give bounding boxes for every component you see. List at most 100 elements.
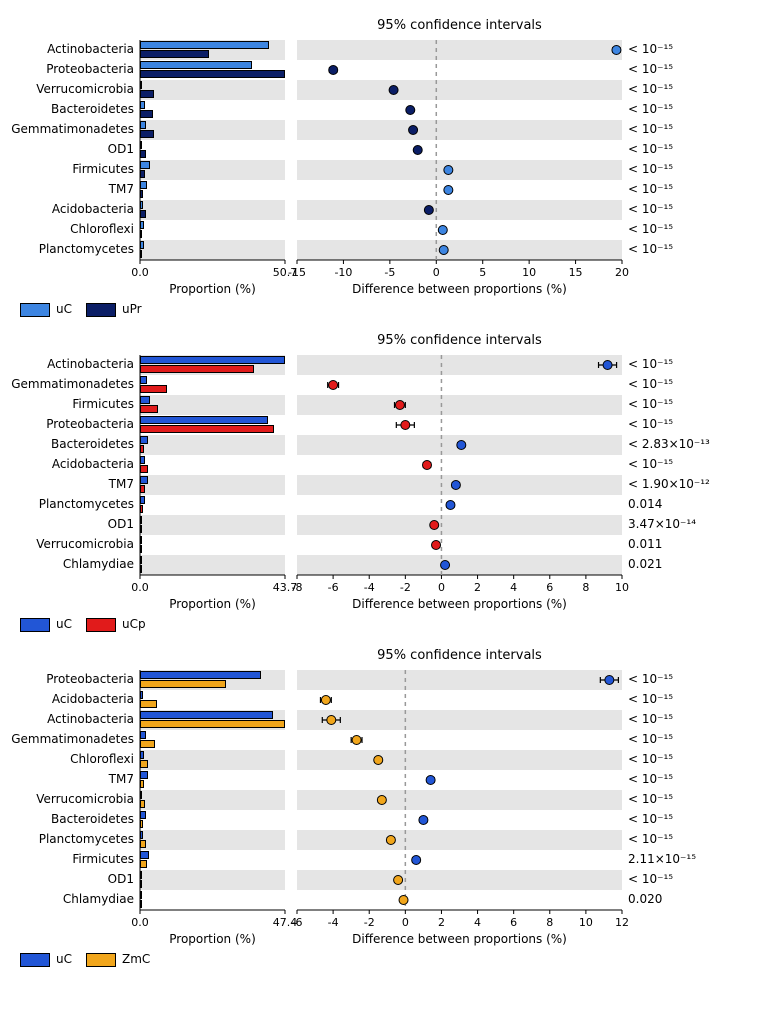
- p-value: < 10⁻¹⁵: [628, 692, 718, 706]
- bar-uC: [140, 201, 143, 209]
- category-label: Gemmatimonadetes: [0, 732, 134, 746]
- ci-title: 95% confidence intervals: [297, 18, 622, 33]
- ci-xtick: -4: [364, 581, 375, 594]
- legend: uCZmC: [20, 952, 150, 967]
- difference-axis-label: Difference between proportions (%): [297, 597, 622, 611]
- p-value: < 10⁻¹⁵: [628, 222, 718, 236]
- legend-label: ZmC: [122, 952, 150, 966]
- legend-item: uC: [20, 617, 72, 632]
- category-label: OD1: [0, 142, 134, 156]
- ci-xtick: -10: [334, 266, 352, 279]
- difference-axis-label: Difference between proportions (%): [297, 282, 622, 296]
- p-value: 0.014: [628, 497, 718, 511]
- bar-uC: [140, 871, 142, 879]
- category-label: Chlamydiae: [0, 557, 134, 571]
- bar-uC: [140, 121, 146, 129]
- bar-uC: [140, 556, 142, 564]
- ci-title: 95% confidence intervals: [297, 333, 622, 348]
- category-label: Chloroflexi: [0, 752, 134, 766]
- proportion-axis-label: Proportion (%): [140, 597, 285, 611]
- bar-uC: [140, 851, 149, 859]
- ci-xtick: 8: [546, 916, 553, 929]
- ci-xtick: 10: [579, 916, 593, 929]
- p-value: < 10⁻¹⁵: [628, 42, 718, 56]
- bar-ZmC: [140, 880, 142, 888]
- ci-xtick: 5: [479, 266, 486, 279]
- category-label: Bacteroidetes: [0, 437, 134, 451]
- bar-uPr: [140, 230, 142, 238]
- p-value: < 10⁻¹⁵: [628, 812, 718, 826]
- p-value: < 10⁻¹⁵: [628, 357, 718, 371]
- bar-uC: [140, 241, 144, 249]
- bar-uPr: [140, 90, 154, 98]
- category-label: TM7: [0, 772, 134, 786]
- ci-xtick: -2: [400, 581, 411, 594]
- bar-uC: [140, 811, 146, 819]
- category-label: Actinobacteria: [0, 42, 134, 56]
- bar-uC: [140, 691, 143, 699]
- ci-xtick: 0: [433, 266, 440, 279]
- category-label: OD1: [0, 517, 134, 531]
- bar-uPr: [140, 130, 154, 138]
- ci-title: 95% confidence intervals: [297, 648, 622, 663]
- bar-uCp: [140, 545, 142, 553]
- category-label: OD1: [0, 872, 134, 886]
- ci-xtick: 10: [522, 266, 536, 279]
- bar-uC: [140, 536, 142, 544]
- bar-ZmC: [140, 720, 285, 728]
- p-value: 0.021: [628, 557, 718, 571]
- bar-uC: [140, 61, 252, 69]
- ci-xtick: 4: [510, 581, 517, 594]
- category-label: Acidobacteria: [0, 692, 134, 706]
- category-label: Planctomycetes: [0, 832, 134, 846]
- p-value: < 10⁻¹⁵: [628, 732, 718, 746]
- bar-ZmC: [140, 780, 144, 788]
- ci-axes: [297, 40, 622, 280]
- ci-xtick: 10: [615, 581, 629, 594]
- category-label: Chlamydiae: [0, 892, 134, 906]
- category-label: Chloroflexi: [0, 222, 134, 236]
- ci-xtick: -15: [288, 266, 306, 279]
- bar-ZmC: [140, 840, 146, 848]
- bar-uC: [140, 81, 142, 89]
- bar-uC: [140, 831, 143, 839]
- p-value: 0.020: [628, 892, 718, 906]
- bar-uPr: [140, 70, 285, 78]
- p-value: < 10⁻¹⁵: [628, 162, 718, 176]
- legend-item: uCp: [86, 617, 146, 632]
- legend-swatch: [86, 618, 116, 632]
- category-label: Proteobacteria: [0, 62, 134, 76]
- ci-xtick: 2: [438, 916, 445, 929]
- bar-uC: [140, 771, 148, 779]
- bar-xtick: 0.0: [131, 266, 149, 279]
- category-label: Verrucomicrobia: [0, 792, 134, 806]
- legend: uC uCp: [20, 617, 146, 632]
- legend-swatch: [20, 303, 50, 317]
- bar-uC: [140, 376, 147, 384]
- bar-uCp: [140, 405, 158, 413]
- ci-xtick: -4: [328, 916, 339, 929]
- p-value: < 10⁻¹⁵: [628, 672, 718, 686]
- category-label: TM7: [0, 182, 134, 196]
- bar-uCp: [140, 565, 142, 573]
- category-label: Verrucomicrobia: [0, 82, 134, 96]
- bar-uC: [140, 41, 269, 49]
- bar-uCp: [140, 485, 145, 493]
- legend-swatch: [86, 953, 116, 967]
- bar-uCp: [140, 525, 142, 533]
- bar-ZmC: [140, 900, 142, 908]
- legend-item: uPr: [86, 302, 142, 317]
- ci-xtick: -8: [292, 581, 303, 594]
- p-value: < 10⁻¹⁵: [628, 102, 718, 116]
- legend-swatch: [20, 953, 50, 967]
- category-label: Actinobacteria: [0, 712, 134, 726]
- p-value: < 10⁻¹⁵: [628, 752, 718, 766]
- ci-xtick: 4: [474, 916, 481, 929]
- bar-uC: [140, 141, 142, 149]
- bar-uC: [140, 791, 142, 799]
- legend-swatch: [86, 303, 116, 317]
- category-label: Proteobacteria: [0, 417, 134, 431]
- bar-ZmC: [140, 760, 148, 768]
- bar-uCp: [140, 445, 144, 453]
- bar-uC: [140, 101, 145, 109]
